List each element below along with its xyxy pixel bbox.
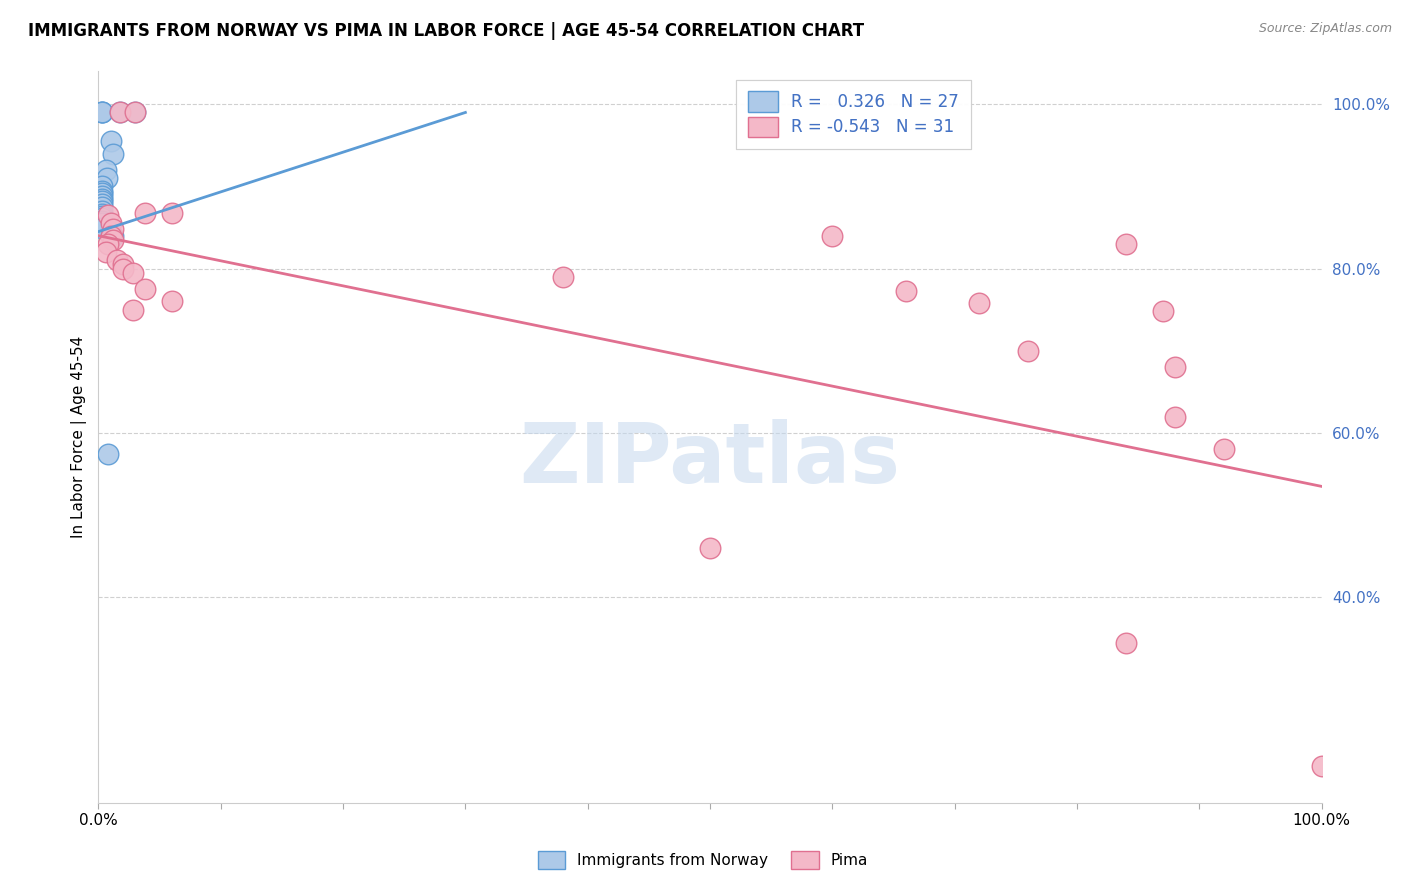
Point [124,105,146,120]
Text: 100.0%: 100.0% [1292,813,1351,828]
Point [91,220,114,235]
Point [91,179,114,194]
Point [91,214,114,228]
Point [100,134,122,148]
Point [91,204,114,219]
Point [160,205,183,219]
Text: IMMIGRANTS FROM NORWAY VS PIMA IN LABOR FORCE | AGE 45-54 CORRELATION CHART: IMMIGRANTS FROM NORWAY VS PIMA IN LABOR … [28,22,865,40]
Point [699,541,721,555]
Point [1152,304,1174,318]
Point [91,197,114,211]
Point [97,236,120,251]
Point [91,105,114,120]
Legend: R =   0.326   N = 27, R = -0.543   N = 31: R = 0.326 N = 27, R = -0.543 N = 31 [737,79,970,149]
Legend: Immigrants from Norway, Pima: Immigrants from Norway, Pima [531,845,875,875]
Point [124,105,146,120]
Point [91,184,114,198]
Point [91,105,114,120]
Point [91,216,114,230]
Y-axis label: In Labor Force | Age 45-54: In Labor Force | Age 45-54 [72,336,87,538]
Point [105,253,128,268]
Point [553,269,575,284]
Point [91,194,114,209]
Point [134,205,156,219]
Point [97,446,120,460]
Point [100,216,122,230]
Point [100,228,122,243]
Point [1115,236,1137,251]
Point [91,211,114,225]
Point [1164,360,1187,375]
Point [110,105,132,120]
Point [121,266,143,280]
Point [91,200,114,214]
Point [91,105,114,120]
Point [91,189,114,203]
Point [967,296,990,310]
Point [91,206,114,220]
Point [96,171,118,186]
Point [894,284,917,298]
Point [821,228,844,243]
Point [91,186,114,200]
Point [160,294,183,309]
Point [94,163,117,178]
Point [91,209,114,223]
Point [111,258,134,272]
Text: 0.0%: 0.0% [79,813,118,828]
Point [110,105,132,120]
Point [1115,635,1137,649]
Point [1017,343,1039,358]
Point [94,245,117,260]
Point [101,228,124,243]
Point [121,302,143,317]
Point [91,192,114,206]
Point [101,233,124,247]
Point [100,228,122,243]
Point [101,146,124,161]
Point [1310,759,1333,773]
Point [1212,442,1234,457]
Point [101,222,124,236]
Text: Source: ZipAtlas.com: Source: ZipAtlas.com [1258,22,1392,36]
Point [1164,409,1187,424]
Point [111,261,134,276]
Point [134,282,156,296]
Text: ZIPatlas: ZIPatlas [520,418,900,500]
Point [97,208,120,222]
